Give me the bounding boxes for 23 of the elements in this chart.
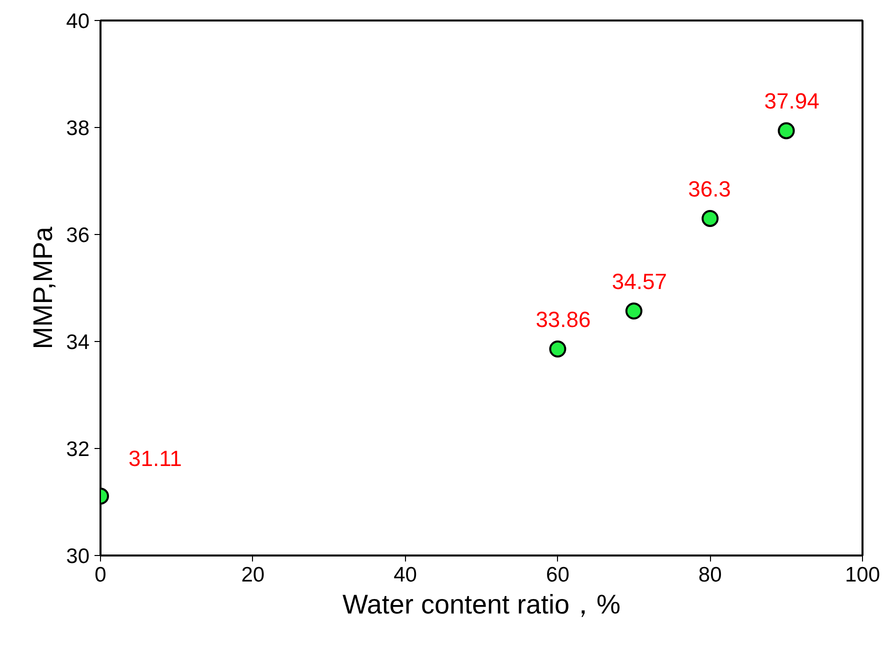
y-axis-title: MMP,MPa [28,226,58,350]
x-tick-label: 60 [546,564,570,586]
x-axis-title: Water content ratio，% [342,590,621,620]
data-label: 33.86 [536,306,591,332]
y-tick-label: 38 [66,117,90,140]
x-tick-label: 100 [844,564,880,586]
x-tick-label: 40 [394,564,417,586]
data-label: 36.3 [688,176,731,202]
point [549,340,566,358]
x-tick-label: 0 [94,564,106,586]
y-tick-label: 30 [66,545,90,568]
point [625,302,642,320]
y-tick-label: 32 [66,438,90,461]
data-label: 37.94 [764,88,820,114]
data-label: 34.57 [612,269,667,294]
y-tick-label: 34 [66,331,90,354]
y-tick-label: 40 [66,10,90,33]
x-tick-label: 20 [241,564,265,586]
y-tick-label: 36 [66,224,90,247]
x-tick-label: 80 [698,564,722,586]
point [778,122,795,140]
point [702,210,719,227]
data-label: 31.11 [128,446,182,472]
